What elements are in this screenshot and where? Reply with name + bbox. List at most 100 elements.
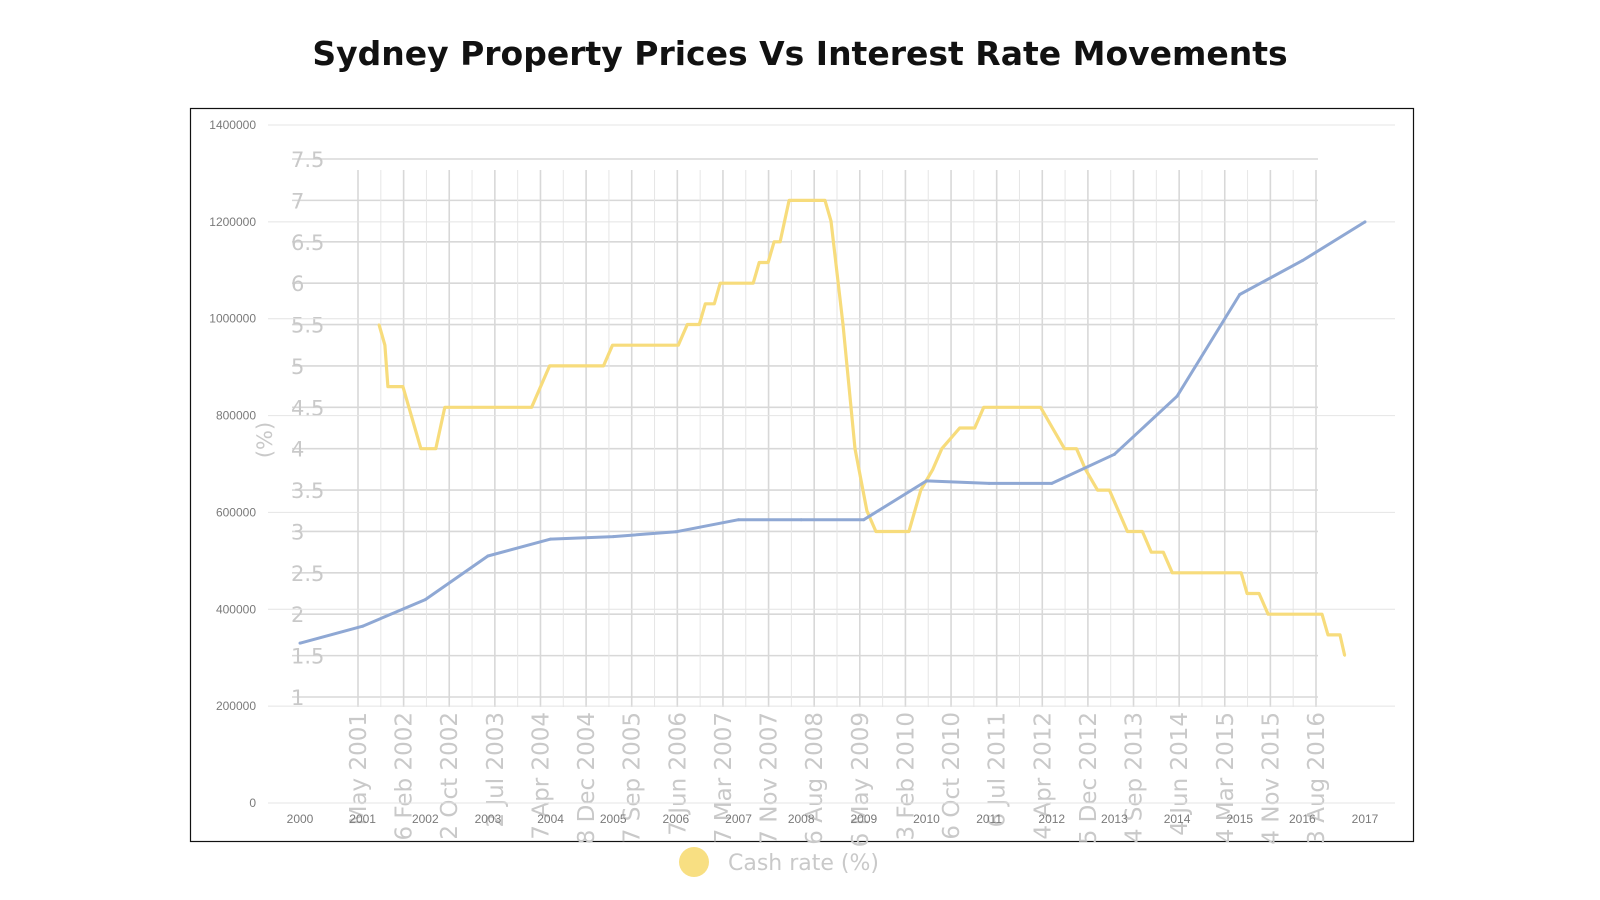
cash-rate-point [973,426,976,430]
cash-rate-point [677,344,680,347]
secondary-x-tick-label: 4 Apr 2012 [1030,712,1056,840]
secondary-x-tick-label: 4 Sep 2013 [1122,712,1148,843]
secondary-x-tick-label: May 2001 [346,712,372,825]
primary-y-tick-label: 1400000 [209,118,256,132]
secondary-x-tick-label: 6 Oct 2010 [939,712,965,840]
property-price-point [298,641,302,645]
primary-x-tick-label: 2006 [663,812,690,826]
primary-x-tick-label: 2008 [788,812,815,826]
property-price-point [1175,394,1179,398]
property-price-point [862,518,866,522]
property-price-point [924,479,928,483]
cash-rate-point [1343,654,1346,657]
primary-x-tick-label: 2002 [412,812,439,826]
cash-rate-point [1051,426,1054,430]
plot-frame [189,107,1415,843]
primary-y-tick-label: 1200000 [209,215,256,229]
primary-y-ticks: 0 200000 400000 600000 800000 1000000 1200000 1… [209,118,256,810]
cash-rate-point [602,364,605,368]
legend-label-cash-rate: Cash rate (%) [728,851,879,876]
primary-x-tick-label: 2000 [287,812,314,826]
secondary-x-tick-label: 6 Jul 2011 [985,712,1011,828]
secondary-x-tick-label: 2 Oct 2002 [437,712,463,840]
series-lines [298,198,1367,657]
secondary-x-tick-label: 7 Jun 2006 [665,712,691,836]
primary-x-ticks: 2000 2001 2002 2003 2004 2005 2006 2007 2008 2009… [287,812,1379,826]
primary-y-tick-label: 1000000 [209,312,256,326]
primary-y-tick-label: 200000 [216,699,256,713]
property-price-point [423,598,427,602]
cash-rate-point [539,385,542,388]
cash-rate-point [1171,571,1174,575]
primary-y-tick-label: 0 [249,796,256,810]
cash-rate-point [686,323,689,326]
secondary-y-ticks: 1 1.5 2 2.5 3 3.5 4 4.5 5 5.5 6 6.5 7 7.5 (%) [253,148,324,710]
primary-y-tick-label: 600000 [216,505,256,519]
cash-rate-point [919,488,923,492]
secondary-y-tick-label: 5.5 [291,314,324,338]
secondary-y-tick-label: 1.5 [291,645,324,669]
secondary-y-tick-label: 1 [291,686,304,710]
primary-y-tick-label: 400000 [216,602,256,616]
cash-rate-point [829,219,833,223]
secondary-y-tick-label: 4.5 [291,396,324,420]
cash-rate-point [1257,592,1261,595]
cash-rate-point [704,302,707,306]
cash-rate-point [407,406,411,409]
cash-rate-point [443,406,447,409]
cash-rate-point [434,447,438,450]
cash-rate-point [880,530,884,533]
cash-rate-point [982,406,985,409]
property-price-point [799,518,803,522]
cash-rate-point [1039,406,1042,409]
secondary-x-tick-label: 4 Nov 2015 [1258,712,1284,845]
cash-rate-point [1266,613,1270,616]
property-price-point [674,530,678,534]
cash-rate-point [1108,488,1111,492]
property-price-point [1363,220,1367,224]
primary-gridlines [268,124,1395,804]
property-price-line [299,220,1366,645]
cash-rate-point [751,281,755,285]
secondary-x-tick-label: 3 Feb 2010 [893,712,919,841]
secondary-x-tick-label: 7 Sep 2005 [620,712,646,843]
property-price-point [1112,452,1116,456]
secondary-y-tick-label: 2 [291,603,304,627]
cash-rate-point [853,447,857,450]
property-price-point [549,537,553,541]
property-price-point [737,518,741,522]
cash-rate-point [907,530,911,533]
secondary-x-labels: May 2001 6 Feb 2002 2 Oct 2002 2 Jul 2003 7 … [346,712,1330,847]
cash-rate-point [611,344,614,347]
secondary-y-tick-label: 3 [291,520,304,544]
cash-rate-point [1063,447,1066,450]
secondary-x-tick-label: 3 Aug 2016 [1304,712,1330,845]
cash-rate-point [377,323,381,326]
cash-rate-point [1117,509,1120,512]
secondary-x-tick-label: 4 Jun 2014 [1167,712,1193,836]
cash-rate-point [1075,447,1078,450]
primary-x-tick-label: 2010 [913,812,940,826]
secondary-y-tick-label: 4 [291,438,304,462]
chart-title: Sydney Property Prices Vs Interest Rate … [312,34,1288,73]
secondary-x-tick-label: 6 Aug 2008 [802,712,828,845]
cash-rate-point [1338,633,1342,637]
cash-rate-point [865,509,869,512]
cash-rate-point [719,281,722,285]
primary-x-tick-label: 2001 [349,812,376,826]
primary-x-tick-label: 2011 [976,812,1002,826]
property-price-point [361,624,365,628]
secondary-y-axis-label: (%) [253,422,277,458]
property-price-point [1238,293,1242,296]
primary-x-tick-label: 2013 [1101,812,1128,826]
property-price-point [611,535,615,539]
property-price-point [1300,259,1304,263]
primary-x-tick-label: 2017 [1352,812,1379,826]
cash-rate-point [766,261,770,264]
cash-rate-point [958,426,961,430]
primary-x-tick-label: 2004 [537,812,564,826]
cash-rate-point [413,426,417,430]
primary-x-tick-label: 2016 [1289,812,1316,826]
primary-x-tick-label: 2014 [1164,812,1191,826]
